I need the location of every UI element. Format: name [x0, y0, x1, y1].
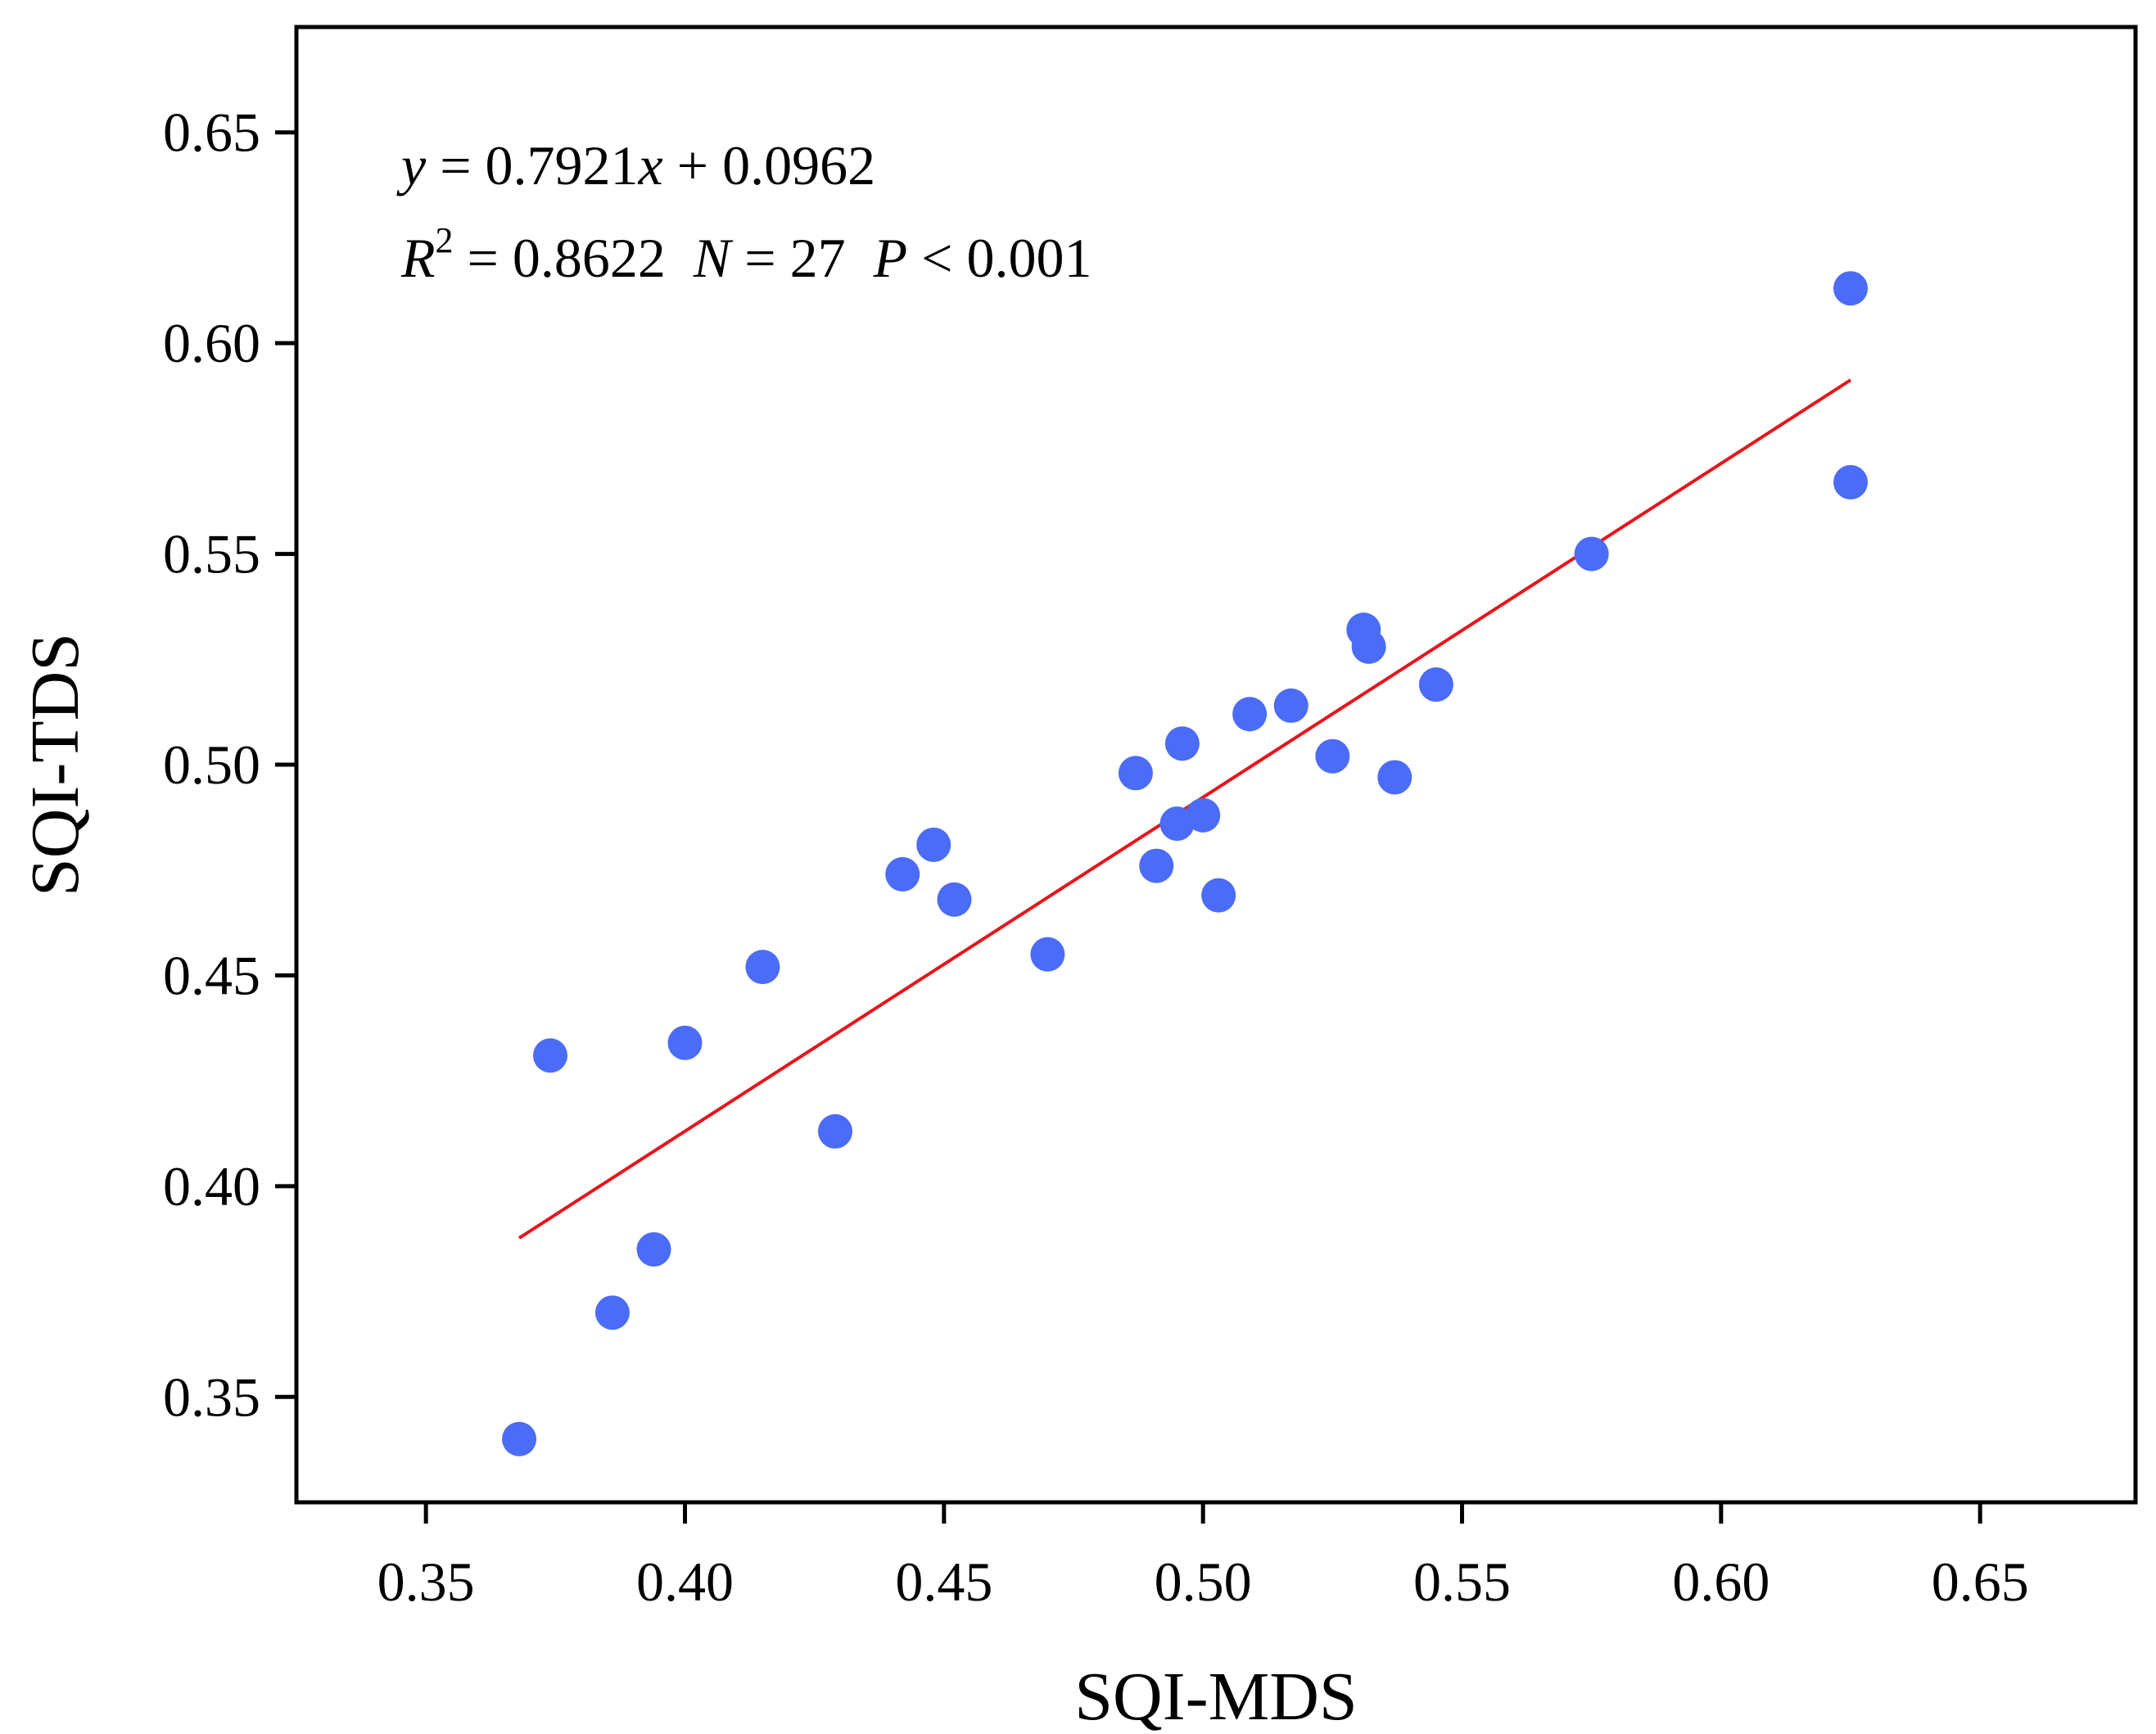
- data-point: [1139, 848, 1174, 883]
- stats-p-value: < 0.001: [907, 227, 1092, 289]
- stats-n-value: = 27: [730, 227, 873, 289]
- data-point: [817, 1113, 852, 1149]
- equation-x-var: x: [638, 134, 663, 196]
- data-point: [1164, 726, 1200, 761]
- regression-equation: y = 0.7921x + 0.0962: [396, 134, 875, 196]
- y-tick-label: 0.50: [163, 734, 260, 796]
- x-tick-label: 0.55: [1413, 1551, 1511, 1613]
- stats-r-var: R: [400, 227, 436, 289]
- stats-r-superscript: 2: [436, 220, 454, 260]
- y-tick-label: 0.45: [163, 944, 260, 1006]
- x-tick-label: 0.60: [1672, 1551, 1770, 1613]
- data-point: [533, 1038, 568, 1073]
- x-tick-label: 0.45: [895, 1551, 992, 1613]
- equation-slope: = 0.7921: [426, 134, 638, 196]
- data-point: [1201, 878, 1236, 913]
- data-point: [745, 950, 780, 985]
- stats-r-value: = 0.8622: [454, 227, 694, 289]
- equation-y-var: y: [396, 134, 427, 196]
- data-point: [594, 1295, 630, 1330]
- data-point: [1186, 797, 1221, 833]
- x-tick-label: 0.50: [1155, 1551, 1252, 1613]
- data-point: [1574, 536, 1609, 571]
- data-point: [667, 1025, 703, 1060]
- data-point: [1377, 760, 1412, 795]
- y-axis-ticks: 0.35 0.40 0.45 0.50 0.55 0.60 0.65: [163, 102, 296, 1428]
- data-point: [1159, 806, 1195, 842]
- equation-intercept: + 0.0962: [663, 134, 875, 196]
- x-axis-ticks: 0.35 0.40 0.45 0.50 0.55 0.60 0.65: [377, 1502, 2029, 1613]
- data-point: [1273, 688, 1309, 723]
- data-point: [1118, 756, 1153, 791]
- data-point: [1232, 697, 1268, 732]
- y-tick-label: 0.55: [163, 523, 260, 585]
- regression-stats: R2 = 0.8622 N = 27 P < 0.001: [400, 220, 1092, 289]
- y-tick-label: 0.60: [163, 312, 260, 374]
- data-point: [1833, 465, 1869, 500]
- x-tick-label: 0.65: [1932, 1551, 2029, 1613]
- data-point: [1315, 738, 1350, 774]
- y-tick-label: 0.40: [163, 1155, 260, 1217]
- data-point: [1833, 271, 1869, 306]
- y-tick-label: 0.65: [163, 102, 260, 164]
- data-point: [937, 882, 972, 917]
- data-point: [1351, 629, 1386, 664]
- data-point: [636, 1232, 671, 1267]
- y-axis-title: SQI-TDS: [17, 633, 93, 896]
- data-points: [502, 271, 1869, 1456]
- x-tick-label: 0.35: [377, 1551, 475, 1613]
- data-point: [1418, 667, 1453, 702]
- data-point: [916, 827, 951, 862]
- data-point: [1030, 937, 1065, 972]
- x-axis-title: SQI-MDS: [1074, 1659, 1357, 1734]
- data-point: [885, 856, 920, 892]
- data-point: [502, 1421, 537, 1456]
- stats-p-var: P: [873, 227, 908, 289]
- stats-n-var: N: [693, 227, 734, 289]
- x-tick-label: 0.40: [636, 1551, 734, 1613]
- y-tick-label: 0.35: [163, 1366, 260, 1428]
